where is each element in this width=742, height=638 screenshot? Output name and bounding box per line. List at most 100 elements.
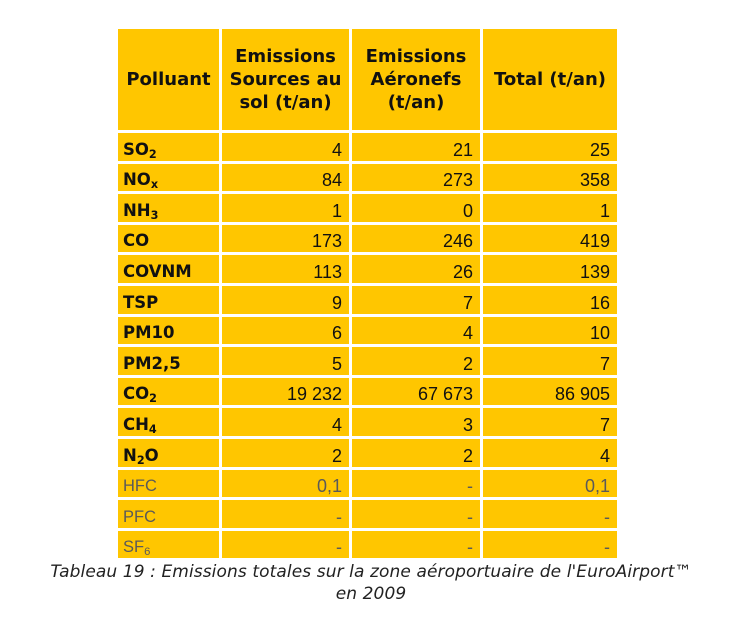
pollutant-name: CH: [123, 414, 149, 434]
total-cell: 16: [483, 285, 617, 314]
ground-emissions-cell: 9: [222, 285, 349, 314]
table-row: PM2,5 5 2 7: [118, 347, 617, 375]
table-row: TSP 9 7 16: [118, 285, 617, 314]
header-pollutant: Polluant: [118, 29, 219, 130]
pollutant-cell: NOx: [118, 163, 219, 192]
ground-emissions-cell: 113: [222, 255, 349, 283]
pollutant-cell: CO: [118, 224, 219, 253]
pollutant-cell: NH3: [118, 194, 219, 222]
pollutant-cell: SO2: [118, 133, 219, 161]
total-cell: 139: [483, 255, 617, 283]
table-row: SF6- - -: [118, 530, 617, 559]
total-cell: 4: [483, 438, 617, 467]
pollutant-cell: TSP: [118, 285, 219, 314]
ground-emissions-cell: 0,1: [222, 469, 349, 498]
pollutant-cell: PM2,5: [118, 347, 219, 375]
pollutant-cell: SF6: [118, 530, 219, 559]
pollutant-name: CO: [123, 384, 150, 404]
pollutant-subscript: 2: [149, 392, 157, 406]
header-ground-emissions: Emissions Sources au sol (t/an): [222, 29, 349, 130]
aircraft-emissions-cell: 273: [352, 163, 480, 192]
table-row: N2O 2 2 4: [118, 438, 617, 467]
ground-emissions-cell: 2: [222, 438, 349, 467]
table-row: PFC - - -: [118, 500, 617, 528]
ground-emissions-cell: -: [222, 500, 349, 528]
table-row: CH4 4 3 7: [118, 408, 617, 436]
total-cell: 25: [483, 133, 617, 161]
ground-emissions-cell: 19 232: [222, 377, 349, 406]
pollutant-cell: PFC: [118, 500, 219, 528]
ground-emissions-cell: 4: [222, 408, 349, 436]
caption-line-1: Tableau 19 : Emissions totales sur la zo…: [50, 562, 692, 582]
aircraft-emissions-cell: 26: [352, 255, 480, 283]
pollutant-name: N: [123, 445, 137, 465]
table-caption: Tableau 19 : Emissions totales sur la zo…: [0, 561, 742, 605]
pollutant-cell: CO2: [118, 377, 219, 406]
pollutant-name: COVNM: [123, 261, 192, 281]
table-row: NOx 84 273 358: [118, 163, 617, 192]
aircraft-emissions-cell: 2: [352, 438, 480, 467]
pollutant-name: SO: [123, 139, 149, 159]
table-row: CO 173 246 419: [118, 224, 617, 253]
total-cell: 7: [483, 408, 617, 436]
total-cell: 86 905: [483, 377, 617, 406]
caption-line-2: en 2009: [335, 584, 407, 604]
pollutant-subscript: 3: [150, 208, 159, 222]
pollutant-subscript: 6: [144, 546, 151, 559]
ground-emissions-cell: -: [222, 530, 349, 559]
total-cell: 419: [483, 224, 617, 253]
pollutant-cell: N2O: [118, 438, 219, 467]
pollutant-name: TSP: [123, 292, 159, 312]
pollutant-name: PFC: [123, 507, 156, 526]
ground-emissions-cell: 5: [222, 347, 349, 375]
total-cell: 0,1: [483, 469, 617, 498]
pollutant-name: PM2,5: [123, 353, 181, 373]
ground-emissions-cell: 173: [222, 224, 349, 253]
pollutant-subscript: 2: [148, 147, 157, 161]
pollutant-name: HFC: [123, 477, 157, 496]
pollutant-subscript: 2: [136, 453, 145, 467]
aircraft-emissions-cell: 21: [352, 133, 480, 161]
aircraft-emissions-cell: -: [352, 469, 480, 498]
aircraft-emissions-cell: 3: [352, 408, 480, 436]
emissions-table: Polluant Emissions Sources au sol (t/an)…: [115, 26, 620, 561]
pollutant-name: SF: [123, 538, 145, 557]
header-aircraft-emissions: Emissions Aéronefs (t/an): [352, 29, 480, 130]
total-cell: -: [483, 500, 617, 528]
aircraft-emissions-cell: 4: [352, 316, 480, 345]
pollutant-cell: HFC: [118, 469, 219, 498]
aircraft-emissions-cell: -: [352, 530, 480, 559]
pollutant-name: PM10: [123, 323, 175, 343]
pollutant-name: NH: [123, 200, 151, 220]
total-cell: 10: [483, 316, 617, 345]
aircraft-emissions-cell: 7: [352, 285, 480, 314]
table-body: SO2 4 21 25 NOx 84 273 358 NH3 1 0 1 CO 173 246 419 COVN…: [118, 133, 617, 559]
aircraft-emissions-cell: 67 673: [352, 377, 480, 406]
pollutant-subscript: 4: [148, 422, 157, 436]
header-row: Polluant Emissions Sources au sol (t/an)…: [118, 29, 617, 130]
pollutant-name: CO: [123, 231, 150, 251]
ground-emissions-cell: 1: [222, 194, 349, 222]
pollutant-name-suffix: O: [144, 445, 159, 465]
ground-emissions-cell: 6: [222, 316, 349, 345]
table-row: NH3 1 0 1: [118, 194, 617, 222]
pollutant-cell: PM10: [118, 316, 219, 345]
pollutant-cell: CH4: [118, 408, 219, 436]
total-cell: 1: [483, 194, 617, 222]
table-row: COVNM 113 26 139: [118, 255, 617, 283]
total-cell: -: [483, 530, 617, 559]
pollutant-name: NO: [123, 170, 151, 190]
table-row: HFC 0,1-0,1: [118, 469, 617, 498]
pollutant-cell: COVNM: [118, 255, 219, 283]
total-cell: 7: [483, 347, 617, 375]
pollutant-subscript: x: [150, 177, 159, 191]
table-row: SO2 4 21 25: [118, 133, 617, 161]
ground-emissions-cell: 4: [222, 133, 349, 161]
aircraft-emissions-cell: 2: [352, 347, 480, 375]
header-total: Total (t/an): [483, 29, 617, 130]
ground-emissions-cell: 84: [222, 163, 349, 192]
total-cell: 358: [483, 163, 617, 192]
table-row: PM10 6 4 10: [118, 316, 617, 345]
aircraft-emissions-cell: 246: [352, 224, 480, 253]
table-row: CO2 19 232 67 673 86 905: [118, 377, 617, 406]
